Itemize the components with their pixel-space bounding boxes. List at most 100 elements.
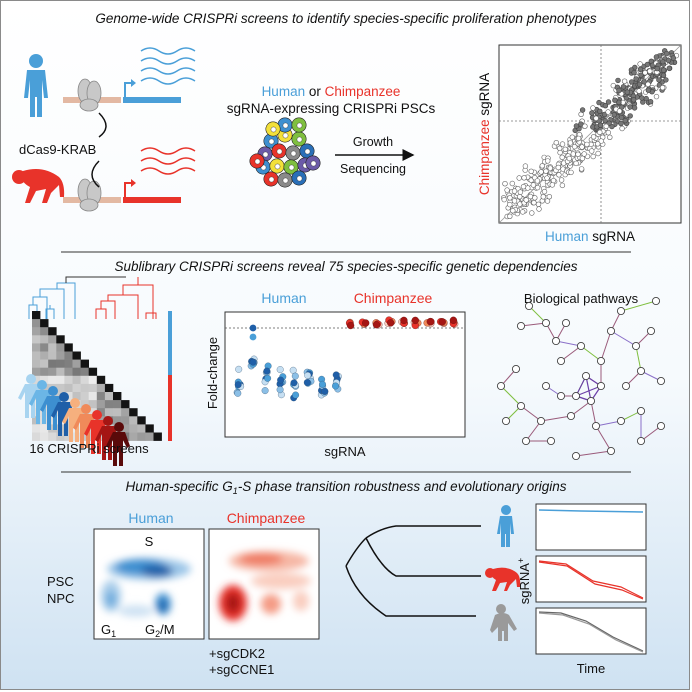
- scatter-point: [556, 172, 562, 178]
- scatter-point: [531, 200, 537, 206]
- scatter-point: [521, 175, 527, 181]
- scatter-point: [507, 201, 513, 208]
- scatter-point: [590, 134, 597, 140]
- strip-y-label: Fold-change: [205, 337, 220, 409]
- scatter-point: [616, 108, 623, 114]
- scatter-point: [660, 67, 667, 73]
- scatter-point: [636, 88, 642, 94]
- scatter-point: [628, 79, 635, 85]
- heatmap-cell: [72, 375, 81, 385]
- scatter-point: [656, 77, 662, 83]
- flow-chimp-density: [219, 551, 311, 621]
- cells-line-label: sgRNA-expressing CRISPRi PSCs: [227, 101, 436, 116]
- scatter-point: [502, 181, 508, 187]
- strip-point-chimp: [372, 321, 381, 329]
- dcas9-pointer-2: [91, 160, 100, 188]
- scatter-point: [562, 146, 568, 153]
- scatter-point: [510, 208, 516, 214]
- network-node: [646, 326, 656, 336]
- scatter-point: [582, 123, 588, 129]
- screen-figures-icon: [18, 374, 130, 466]
- scatter-point: [641, 79, 647, 85]
- strip-point-human: [289, 366, 297, 374]
- flow-plot-human: [93, 528, 205, 640]
- scatter-point: [538, 169, 544, 175]
- scatter-point: [534, 178, 541, 184]
- heatmap-cell: [64, 351, 73, 360]
- heatmap-cell: [80, 383, 89, 393]
- scatter-points: [501, 48, 680, 220]
- npc-label: NPC: [47, 591, 74, 606]
- network-node: [631, 341, 641, 351]
- network-node: [571, 391, 581, 401]
- screens-caption: 16 CRISPRi screens: [29, 441, 149, 456]
- heatmap-cell: [153, 432, 162, 441]
- scatter-point: [522, 163, 529, 169]
- flow-human-label: Human: [128, 510, 173, 526]
- cell-nucleus: [274, 163, 281, 170]
- time-course-xlabel: Time: [577, 661, 605, 676]
- scatter-point: [660, 58, 666, 65]
- network-node: [596, 381, 606, 391]
- scatter-point: [631, 105, 638, 111]
- scatter-point: [558, 177, 565, 183]
- scatter-point: [536, 206, 542, 212]
- heatmap-cell: [80, 392, 89, 401]
- panel3-title-sub: 1: [233, 486, 238, 496]
- strip-point-human: [234, 381, 242, 389]
- heatmap-cell: [48, 359, 57, 368]
- network-node: [546, 436, 556, 446]
- network-edge: [595, 420, 622, 427]
- scatter-y-rest: sgRNA: [477, 73, 492, 116]
- heatmap-cell: [40, 351, 49, 360]
- strip-point-human: [303, 379, 311, 386]
- scatter-point: [637, 66, 644, 73]
- heatmap-cell: [121, 408, 130, 417]
- scatter-point: [607, 134, 613, 141]
- scatter-point: [573, 160, 579, 167]
- network-node: [556, 391, 566, 401]
- heatmap-cell: [88, 392, 98, 401]
- heatmap-cell: [121, 416, 130, 425]
- strip-point-human: [234, 389, 242, 397]
- network-edge: [575, 385, 602, 397]
- strip-point-human: [263, 367, 271, 375]
- scatter-point: [660, 72, 667, 79]
- heatmap-cell: [40, 359, 49, 368]
- network-edge: [555, 340, 582, 347]
- heatmap-cell: [32, 319, 41, 328]
- scatter-point: [504, 187, 510, 193]
- scatter-point: [670, 55, 677, 61]
- cell-nucleus: [282, 122, 289, 129]
- psc-label: PSC: [47, 574, 74, 589]
- heatmap-cell: [72, 367, 81, 377]
- heatmap-cell: [137, 416, 146, 425]
- scatter-point: [590, 105, 596, 111]
- heatmap-cell: [32, 351, 41, 360]
- time-course-chimp: [535, 555, 647, 603]
- cell-nucleus: [310, 160, 317, 167]
- network-edge: [540, 415, 572, 422]
- heatmap-cell: [56, 367, 65, 377]
- scatter-point: [653, 54, 660, 60]
- strip-point-chimp: [449, 316, 458, 324]
- heatmap-cell: [56, 351, 65, 360]
- heatmap-cell: [48, 351, 57, 360]
- scatter-point: [578, 121, 584, 127]
- heatmap-cell: [48, 432, 57, 441]
- time-course-gorilla: [535, 607, 647, 655]
- heatmap-cell: [32, 343, 41, 352]
- scatter-point: [663, 77, 669, 83]
- heatmap-cell: [40, 343, 49, 352]
- flow-g2m-label: G2/M: [145, 622, 175, 639]
- heatmap-cell: [48, 416, 57, 425]
- heatmap-cell: [104, 400, 114, 409]
- scatter-point: [528, 168, 534, 175]
- scatter-point: [645, 81, 651, 88]
- strip-point-human: [304, 371, 312, 379]
- scatter-point: [647, 68, 653, 74]
- treatment-sgccne1: +sgCCNE1: [209, 662, 274, 677]
- scatter-point: [575, 151, 581, 158]
- scatter-point: [555, 164, 561, 171]
- cell-nucleus: [262, 151, 269, 158]
